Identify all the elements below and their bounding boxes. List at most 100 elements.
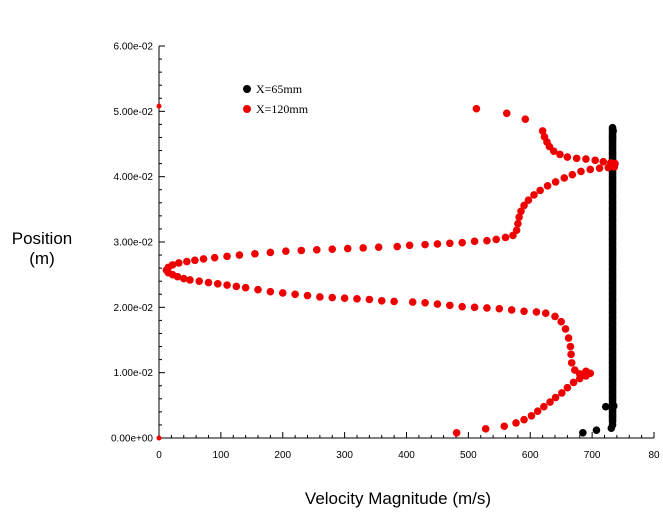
data-point — [291, 290, 299, 299]
x-tick-label: 400 — [398, 450, 415, 461]
x-tick-label: 600 — [522, 450, 539, 461]
data-point — [560, 174, 569, 182]
data-point — [251, 249, 259, 258]
data-point — [530, 191, 538, 199]
data-point — [527, 411, 536, 420]
data-point — [266, 287, 275, 296]
data-point — [514, 219, 522, 228]
data-point — [520, 201, 528, 210]
y-tick-label: 3.00e-02 — [114, 238, 154, 249]
data-point — [608, 403, 616, 412]
data-point — [586, 165, 595, 174]
data-point — [512, 419, 520, 427]
data-point — [521, 115, 530, 123]
data-point — [561, 325, 570, 333]
data-point — [199, 255, 208, 263]
data-point — [282, 247, 290, 255]
data-point — [543, 182, 552, 190]
data-point — [223, 281, 231, 289]
y-axis-title-line1: Position — [12, 229, 72, 248]
data-point — [582, 155, 590, 163]
data-point — [446, 301, 454, 310]
data-point — [421, 240, 429, 249]
data-point — [365, 295, 374, 304]
data-point — [564, 334, 573, 342]
data-point — [353, 295, 361, 303]
data-point — [609, 127, 617, 135]
data-point — [558, 389, 566, 397]
data-point — [608, 133, 617, 142]
data-point — [433, 300, 442, 308]
data-point — [551, 312, 559, 321]
data-point — [204, 278, 213, 287]
legend-marker-x120 — [243, 105, 251, 113]
legend-label-x120: X=120mm — [256, 102, 309, 116]
data-point — [195, 277, 204, 286]
data-point — [297, 246, 306, 255]
data-point — [446, 239, 454, 248]
data-point — [501, 233, 510, 242]
data-point — [520, 307, 528, 316]
data-point — [569, 378, 578, 387]
data-point — [213, 280, 222, 288]
data-point — [601, 402, 610, 411]
data-point — [481, 425, 490, 433]
x-tick-label: 0 — [156, 450, 162, 461]
x-axis-title: Velocity Magnitude (m/s) — [305, 489, 491, 508]
data-point — [582, 367, 590, 376]
edge-marker — [156, 435, 162, 441]
x-tick-label: 100 — [213, 450, 230, 461]
data-point — [235, 251, 244, 259]
data-point — [540, 133, 549, 141]
data-point — [557, 317, 565, 326]
data-point — [393, 242, 402, 251]
data-point — [579, 428, 587, 437]
data-point — [599, 157, 608, 166]
data-point — [312, 246, 321, 254]
data-point — [568, 170, 577, 179]
data-point — [168, 261, 177, 269]
data-point — [377, 297, 386, 305]
data-point — [433, 240, 442, 248]
data-point — [343, 244, 352, 253]
data-point — [470, 303, 479, 312]
data-point — [532, 308, 541, 316]
data-point — [452, 428, 461, 437]
y-tick-label: 2.00e-02 — [114, 303, 154, 314]
data-point — [595, 164, 604, 172]
data-point — [472, 104, 481, 113]
data-point — [359, 244, 367, 252]
data-point — [492, 235, 501, 244]
data-point — [328, 293, 337, 302]
data-point — [520, 415, 528, 424]
data-point — [175, 259, 183, 267]
data-point — [183, 257, 191, 266]
data-point — [591, 156, 600, 165]
data-point — [328, 245, 337, 253]
data-point — [546, 398, 554, 406]
y-tick-label: 1.00e-02 — [114, 368, 154, 379]
data-point — [232, 282, 241, 291]
data-point — [390, 297, 398, 306]
data-point — [533, 407, 542, 416]
data-point — [458, 238, 466, 247]
data-point — [572, 154, 581, 163]
data-point — [186, 276, 194, 284]
data-point — [241, 283, 250, 292]
data-point — [608, 421, 617, 429]
data-point — [405, 241, 414, 250]
data-point — [541, 309, 550, 318]
axis-ticks: 0.00e+00 1.00e-02 2.00e-02 3.00e-02 4.00e-02… — [111, 42, 660, 462]
data-point — [266, 248, 275, 257]
y-tick-label: 5.00e-02 — [114, 107, 154, 118]
data-point — [551, 393, 560, 402]
data-point — [483, 304, 491, 312]
data-point — [223, 252, 231, 261]
data-point — [502, 109, 511, 118]
data-point — [606, 159, 615, 167]
data-point — [179, 274, 188, 283]
data-point — [512, 226, 521, 235]
data-point — [517, 207, 525, 216]
x-tick-label: 500 — [460, 450, 477, 461]
x-tick-label: 300 — [336, 450, 353, 461]
